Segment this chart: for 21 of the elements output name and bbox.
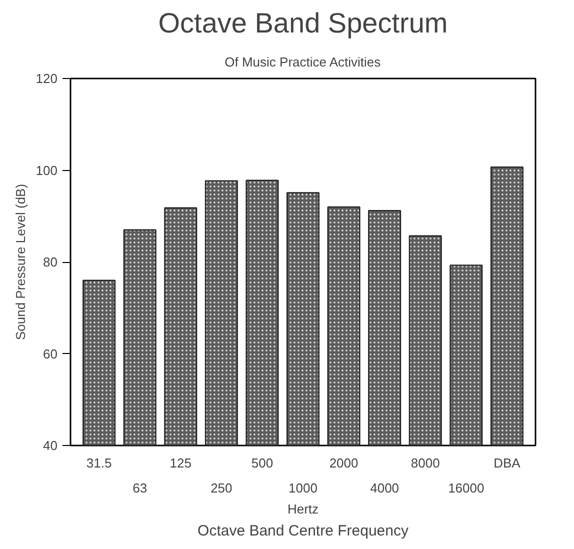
x-tick-label: 1000 [288, 480, 318, 496]
x-tick-label: 250 [210, 480, 232, 496]
y-axis-title: Sound Pressure Level (dB) [12, 184, 28, 340]
chart-title: Octave Band Spectrum [158, 8, 448, 38]
x-tick-label: 500 [251, 456, 274, 470]
y-tick-label: 40 [43, 438, 58, 453]
x-tick-label: 31.5 [86, 456, 112, 470]
x-tick-label: 125 [170, 456, 192, 470]
text: Octave Band Centre Frequency [198, 522, 409, 540]
y-tick-label: 60 [43, 346, 58, 362]
y-tick-label: 80 [43, 254, 58, 270]
y-tick-label: 100 [36, 162, 58, 178]
chart-subtitle: Of Music Practice Activities [224, 54, 382, 70]
x-tick-label: DBA [494, 456, 521, 470]
x-tick-label: 16000 [448, 480, 484, 496]
x-tick-label: 8000 [410, 456, 440, 470]
x-axis-title: Hertz [287, 502, 319, 516]
x-tick-label: 63 [132, 480, 148, 496]
y-tick-label: 120 [36, 71, 58, 86]
x-tick-label: 2000 [329, 456, 358, 470]
x-tick-label: 4000 [370, 480, 400, 496]
